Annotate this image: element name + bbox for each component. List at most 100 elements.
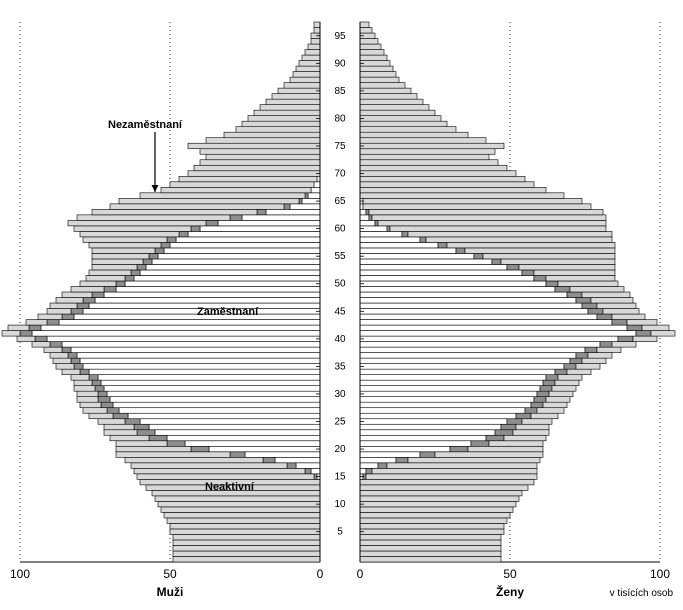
bar-employed — [308, 193, 320, 199]
bar-inactive — [522, 419, 552, 425]
bar-inactive — [77, 397, 98, 403]
bar-unemployed — [582, 303, 597, 309]
bar-employed — [107, 391, 320, 397]
bar-inactive — [447, 242, 615, 248]
bar-employed — [185, 441, 320, 447]
bar-unemployed — [62, 314, 74, 320]
bar-employed — [360, 452, 420, 458]
bar-inactive — [465, 248, 615, 254]
bar-inactive — [62, 369, 80, 375]
bar-unemployed — [137, 264, 146, 270]
bar-inactive — [387, 463, 537, 469]
bar-unemployed — [125, 419, 140, 425]
y-tick-label: 55 — [334, 251, 346, 262]
bar-unemployed — [555, 369, 567, 375]
bar-unemployed — [486, 435, 504, 441]
bar-inactive — [125, 457, 263, 463]
bar-inactive — [369, 209, 603, 215]
bar-inactive — [360, 512, 510, 518]
bar-inactive — [80, 402, 101, 408]
bar-employed — [125, 281, 320, 287]
bar-unemployed — [137, 430, 155, 436]
bar-inactive — [390, 226, 606, 232]
bar-unemployed — [80, 369, 89, 375]
bar-inactive — [360, 501, 516, 507]
y-tick-label: 5 — [337, 527, 343, 538]
y-tick-label: 95 — [334, 31, 346, 42]
bar-unemployed — [230, 452, 245, 458]
bar-inactive — [236, 127, 320, 133]
bar-employed — [360, 441, 471, 447]
bar-inactive — [360, 28, 372, 34]
bar-inactive — [47, 309, 71, 315]
bar-inactive — [170, 182, 314, 188]
bar-inactive — [173, 540, 320, 546]
bar-unemployed — [71, 309, 83, 315]
bar-employed — [290, 204, 320, 210]
bar-unemployed — [555, 286, 570, 292]
bar-unemployed — [113, 413, 128, 419]
bar-unemployed — [89, 375, 98, 381]
bar-unemployed — [305, 468, 311, 474]
bar-inactive — [360, 88, 411, 94]
bar-unemployed — [402, 231, 408, 237]
bar-employed — [360, 303, 582, 309]
bar-inactive — [179, 176, 317, 182]
bar-inactive — [155, 496, 320, 502]
bar-inactive — [92, 264, 137, 270]
bar-inactive — [188, 143, 320, 149]
bar-employed — [140, 419, 320, 425]
bar-employed — [110, 397, 320, 403]
bar-inactive — [92, 209, 257, 215]
bar-unemployed — [534, 275, 546, 281]
bar-unemployed — [149, 435, 167, 441]
bar-unemployed — [134, 424, 149, 430]
bar-inactive — [266, 99, 320, 105]
bar-employed — [158, 253, 320, 259]
bar-inactive — [558, 281, 618, 287]
bar-inactive — [140, 193, 305, 199]
bar-inactive — [360, 66, 393, 72]
bar-inactive — [173, 556, 320, 562]
bar-employed — [360, 286, 555, 292]
bar-unemployed — [98, 397, 110, 403]
bar-inactive — [360, 551, 501, 557]
bar-inactive — [597, 347, 621, 353]
bar-inactive — [194, 165, 320, 171]
bar-employed — [360, 468, 366, 474]
bar-inactive — [360, 496, 519, 502]
bar-inactive — [360, 116, 441, 122]
bar-inactive — [582, 358, 606, 364]
bar-inactive — [167, 518, 320, 524]
y-tick-label: 30 — [334, 389, 346, 400]
bar-unemployed — [191, 226, 200, 232]
bar-unemployed — [546, 375, 558, 381]
bar-unemployed — [531, 402, 543, 408]
bar-inactive — [71, 286, 104, 292]
bar-inactive — [576, 364, 600, 370]
bar-inactive — [612, 342, 636, 348]
bar-inactive — [603, 309, 639, 315]
bar-inactive — [158, 501, 320, 507]
population-pyramid: 5101520253035404550556065707580859095005… — [0, 0, 683, 610]
y-tick-label: 85 — [334, 86, 346, 97]
bar-employed — [360, 253, 474, 259]
bar-unemployed — [636, 331, 651, 337]
bar-employed — [360, 220, 375, 226]
bar-inactive — [546, 397, 570, 403]
bar-inactive — [360, 171, 516, 177]
bar-inactive — [302, 55, 320, 61]
bar-employed — [360, 336, 618, 342]
bar-employed — [119, 408, 320, 414]
bar-employed — [360, 314, 597, 320]
bar-inactive — [642, 325, 669, 331]
bar-unemployed — [600, 342, 612, 348]
bar-inactive — [360, 545, 501, 551]
bar-inactive — [360, 149, 495, 155]
bar-employed — [59, 320, 320, 326]
bar-inactive — [110, 435, 149, 441]
bar-employed — [360, 364, 564, 370]
bar-employed — [360, 292, 567, 298]
bar-inactive — [104, 430, 137, 436]
bar-employed — [167, 435, 320, 441]
